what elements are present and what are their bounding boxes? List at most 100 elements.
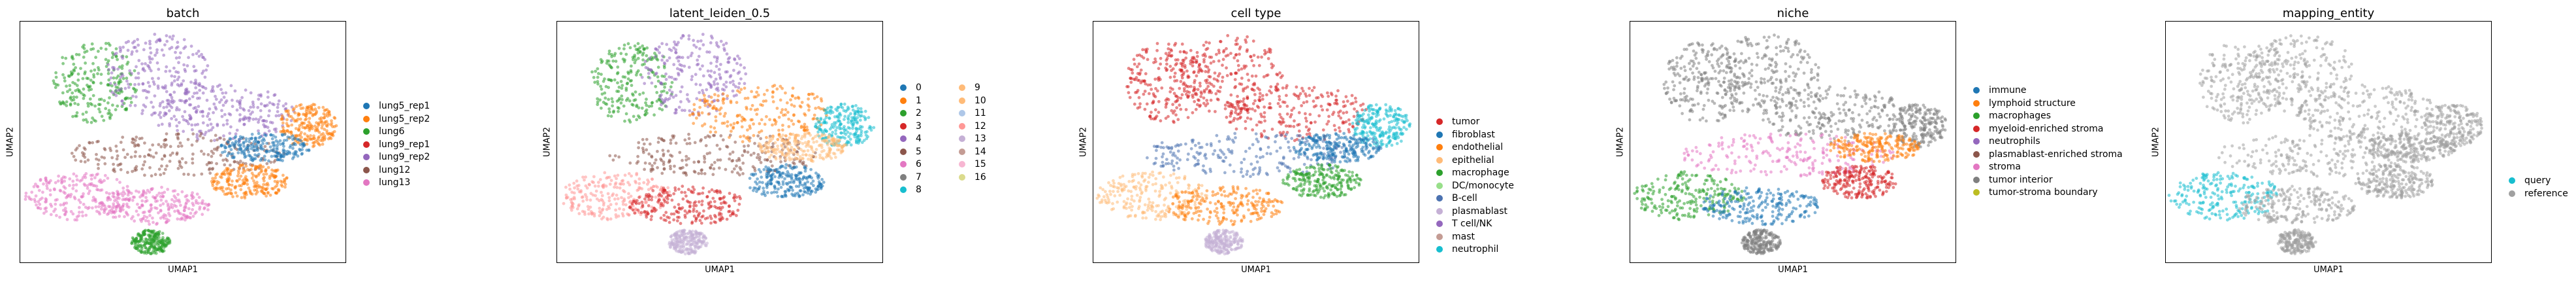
scatter-point <box>592 181 595 185</box>
scatter-point <box>616 81 619 84</box>
scatter-point <box>1194 107 1198 111</box>
scatter-point <box>593 80 597 84</box>
scatter-point <box>148 42 152 46</box>
scatter-point <box>692 215 696 218</box>
scatter-point <box>214 176 217 180</box>
scatter-point <box>103 173 107 177</box>
scatter-point <box>803 169 807 173</box>
scatter-point <box>666 149 670 153</box>
scatter-point <box>622 104 626 108</box>
scatter-point <box>719 63 722 66</box>
scatter-point <box>762 186 765 190</box>
scatter-point <box>108 96 111 99</box>
scatter-point <box>91 80 95 84</box>
scatter-point <box>211 85 215 88</box>
scatter-point <box>640 75 644 79</box>
scatter-point <box>236 174 240 178</box>
scatter-point <box>1167 115 1170 118</box>
scatter-point <box>228 191 231 195</box>
legend-marker <box>959 135 965 142</box>
scatter-point <box>843 118 846 122</box>
scatter-point <box>200 172 204 176</box>
scatter-point <box>602 186 605 189</box>
scatter-point <box>274 127 278 131</box>
scatter-point <box>99 181 103 185</box>
scatter-point <box>684 173 688 177</box>
scatter-point <box>664 82 667 86</box>
scatter-point <box>689 54 693 58</box>
scatter-point <box>788 136 792 140</box>
scatter-point <box>44 197 48 201</box>
scatter-point <box>42 182 45 186</box>
scatter-point <box>300 135 303 139</box>
scatter-point <box>72 172 76 176</box>
scatter-point <box>146 248 150 252</box>
scatter-point <box>305 142 309 146</box>
scatter-point <box>804 167 808 170</box>
scatter-point <box>97 103 101 107</box>
scatter-point <box>287 115 291 118</box>
scatter-point <box>756 93 760 97</box>
scatter-point <box>1180 93 1184 97</box>
scatter-point <box>1180 43 1184 46</box>
scatter-point <box>715 143 719 147</box>
scatter-point <box>299 107 303 111</box>
scatter-point <box>622 60 626 63</box>
scatter-point <box>643 167 646 171</box>
scatter-point <box>627 192 630 196</box>
scatter-point <box>107 205 110 208</box>
scatter-point <box>63 79 67 83</box>
scatter-point <box>55 214 58 217</box>
scatter-point <box>39 177 42 181</box>
scatter-point <box>231 179 234 183</box>
scatter-point <box>718 112 722 116</box>
scatter-point <box>325 108 329 112</box>
scatter-point <box>307 149 311 152</box>
scatter-point <box>1171 88 1174 91</box>
scatter-point <box>708 151 712 155</box>
scatter-point <box>148 241 152 245</box>
scatter-point <box>125 62 129 66</box>
scatter-point <box>144 196 148 200</box>
scatter-point <box>712 133 715 137</box>
scatter-point <box>150 188 153 192</box>
scatter-point <box>1136 79 1140 82</box>
scatter-point <box>636 188 639 192</box>
scatter-point <box>776 137 780 141</box>
scatter-point <box>788 156 791 160</box>
scatter-point <box>820 184 824 188</box>
scatter-point <box>684 248 687 252</box>
scatter-point <box>659 216 663 220</box>
scatter-point <box>137 59 141 62</box>
scatter-point <box>660 108 664 112</box>
scatter-point <box>137 76 140 80</box>
legend-marker <box>900 84 907 91</box>
scatter-point <box>743 82 747 86</box>
scatter-point <box>597 185 600 188</box>
scatter-point <box>243 169 247 173</box>
legend-marker <box>959 84 965 91</box>
scatter-point <box>597 72 600 75</box>
scatter-point <box>285 150 289 153</box>
scatter-point <box>72 62 76 66</box>
scatter-point <box>684 154 688 158</box>
scatter-point <box>68 177 72 181</box>
scatter-point <box>703 172 707 175</box>
scatter-point <box>726 120 730 124</box>
scatter-point <box>1251 107 1254 111</box>
scatter-point <box>1263 115 1266 119</box>
scatter-point <box>683 64 686 68</box>
scatter-point <box>606 192 610 196</box>
scatter-point <box>711 196 715 200</box>
scatter-point <box>688 209 691 213</box>
scatter-point <box>121 198 125 202</box>
scatter-point <box>740 125 744 129</box>
scatter-point <box>1148 115 1151 118</box>
scatter-point <box>244 162 248 166</box>
scatter-point <box>669 164 672 168</box>
scatter-point <box>94 56 97 60</box>
scatter-point <box>777 175 781 179</box>
scatter-point <box>719 202 723 205</box>
scatter-point <box>201 121 205 125</box>
scatter-point <box>681 109 684 113</box>
